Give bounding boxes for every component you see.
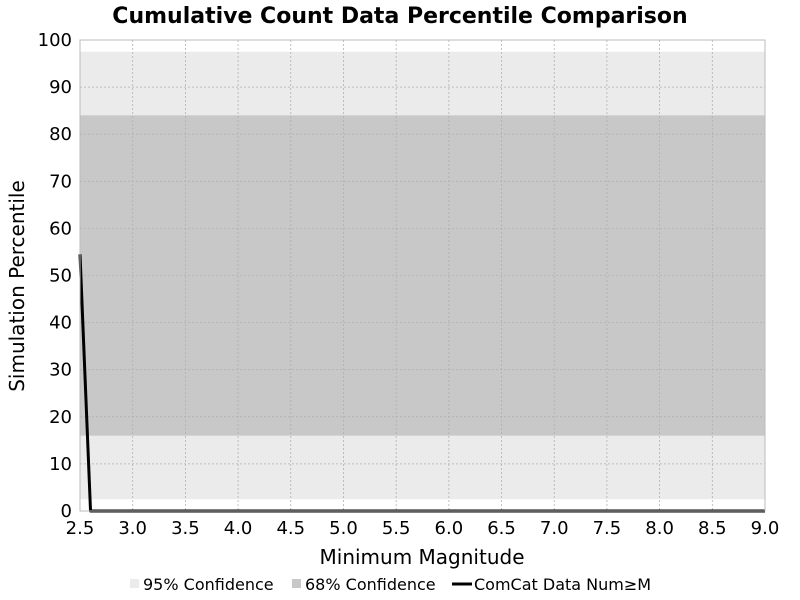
y-tick-label: 100 (38, 30, 72, 51)
y-tick-label: 0 (61, 501, 72, 522)
chart-title: Cumulative Count Data Percentile Compari… (112, 4, 687, 29)
y-tick-label: 80 (49, 124, 72, 145)
plot-area (78, 39, 766, 513)
y-tick-label: 10 (49, 454, 72, 475)
x-tick-label: 8.0 (645, 518, 674, 539)
plot-border (79, 39, 766, 512)
y-tick-label: 60 (49, 218, 72, 239)
y-tick-label: 90 (49, 77, 72, 98)
y-tick-label: 70 (49, 171, 72, 192)
x-axis-ticks: 2.5 3.0 3.5 4.0 4.5 5.0 5.5 6.0 6.5 7.0 7.5 8.0 8.5 9… (66, 518, 780, 539)
x-tick-label: 4.0 (224, 518, 253, 539)
x-tick-label: 7.0 (540, 518, 569, 539)
x-tick-label: 5.0 (329, 518, 358, 539)
y-tick-label: 30 (49, 360, 72, 381)
band-68 (80, 115, 765, 436)
x-tick-label: 6.0 (435, 518, 464, 539)
legend-swatch (130, 579, 139, 588)
x-tick-label: 6.5 (487, 518, 516, 539)
y-axis-label: Simulation Percentile (5, 180, 29, 392)
legend-label: 95% Confidence (143, 575, 274, 594)
y-tick-label: 40 (49, 313, 72, 334)
legend-label: ComCat Data Num≥M (474, 575, 651, 594)
x-axis-label: Minimum Magnitude (320, 545, 525, 569)
x-tick-label: 9.0 (751, 518, 780, 539)
y-tick-label: 50 (49, 266, 72, 287)
legend: 95% Confidence 68% Confidence ComCat Data … (130, 575, 651, 594)
confidence-bands (80, 51, 765, 500)
x-tick-label: 4.5 (276, 518, 305, 539)
legend-label: 68% Confidence (305, 575, 436, 594)
x-tick-label: 3.0 (118, 518, 147, 539)
legend-swatch (292, 579, 301, 588)
x-tick-label: 7.5 (593, 518, 622, 539)
x-tick-label: 3.5 (171, 518, 200, 539)
y-axis-ticks: 0 10 20 30 40 50 60 70 80 90 100 (38, 30, 72, 522)
y-tick-label: 20 (49, 407, 72, 428)
x-tick-label: 2.5 (66, 518, 95, 539)
x-tick-label: 5.5 (382, 518, 411, 539)
x-tick-label: 8.5 (698, 518, 727, 539)
